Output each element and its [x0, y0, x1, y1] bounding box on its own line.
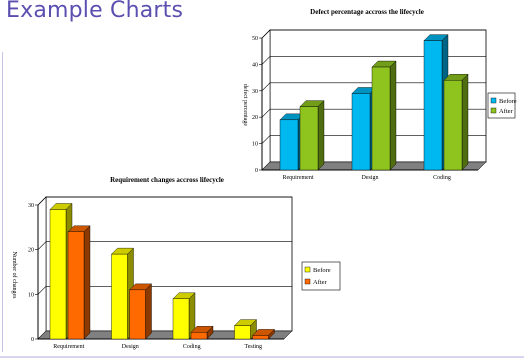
y-tick-label: 30 [28, 203, 34, 209]
x-tick-label: Coding [183, 344, 201, 350]
y-tick-label: 40 [252, 62, 258, 68]
bar-front [190, 332, 208, 340]
chart-title: Requirement changes accross lifecycle [110, 176, 224, 184]
y-tick-label: 0 [31, 337, 34, 343]
bar-front [299, 106, 319, 171]
bar-front [49, 209, 67, 340]
legend-label-after: After [499, 108, 514, 115]
bar-front [172, 298, 190, 340]
bar-front [129, 289, 146, 340]
legend-swatch-before [490, 97, 497, 104]
x-tick-label: Testing [244, 344, 262, 350]
bar-front [279, 119, 299, 171]
x-tick-label: Requirement [53, 344, 84, 350]
bar-before-coding [172, 292, 196, 340]
legend-swatch-before [304, 266, 311, 273]
y-tick-label: 30 [252, 89, 258, 95]
y-tick-label: 10 [252, 142, 258, 148]
gridline-diagonal [261, 135, 271, 144]
chart-title: Defect percentage accross the lifecycle [310, 8, 424, 16]
bar-after-coding [443, 73, 469, 171]
legend-label-before: Before [313, 267, 331, 274]
bar-after-coding [190, 325, 214, 340]
bar-side [145, 283, 152, 340]
y-tick-label: 50 [252, 36, 258, 42]
y-tick-label: 0 [255, 168, 258, 174]
legend-swatch-after [490, 107, 497, 114]
bar-after-requirement [67, 225, 91, 340]
gridline-diagonal [261, 108, 271, 118]
slide-left-rule [2, 52, 3, 352]
gridline-diagonal [37, 286, 47, 295]
gridline-diagonal [37, 196, 47, 206]
legend-label-before: Before [499, 98, 517, 105]
bar-front [111, 253, 128, 340]
slide-title: Example Charts [6, 0, 184, 23]
bar-front [443, 80, 463, 171]
bar-side [83, 225, 91, 340]
chart-side-wall [37, 196, 47, 340]
bar-after-design [371, 60, 397, 171]
legend-box [487, 92, 516, 119]
y-tick-label: 20 [252, 115, 258, 121]
gridline-diagonal [261, 82, 271, 92]
gridline-diagonal [261, 56, 271, 65]
gridline-diagonal [261, 29, 271, 39]
bar-after-testing [252, 328, 275, 340]
bar-front [423, 40, 443, 171]
x-tick-label: Coding [433, 175, 451, 181]
legend-swatch-after [304, 278, 311, 285]
legend-box [301, 261, 341, 291]
bar-front [351, 93, 371, 171]
y-tick-label: 10 [28, 292, 34, 298]
x-tick-label: Design [362, 175, 379, 181]
bar-after-design [129, 283, 152, 340]
bar-front [252, 335, 269, 340]
legend-label-after: After [313, 279, 328, 286]
y-tick-label: 20 [28, 248, 34, 254]
slide-bottom-rule [0, 356, 524, 358]
bar-front [67, 231, 85, 340]
bar-after-requirement [299, 100, 325, 171]
y-axis-label: Number of changes [11, 252, 18, 300]
bar-front [371, 66, 391, 171]
gridline-diagonal [37, 241, 47, 250]
y-axis-label: defect percentage [242, 84, 249, 126]
bar-front [234, 325, 251, 340]
x-tick-label: Requirement [283, 175, 314, 181]
x-tick-label: Design [122, 344, 139, 350]
